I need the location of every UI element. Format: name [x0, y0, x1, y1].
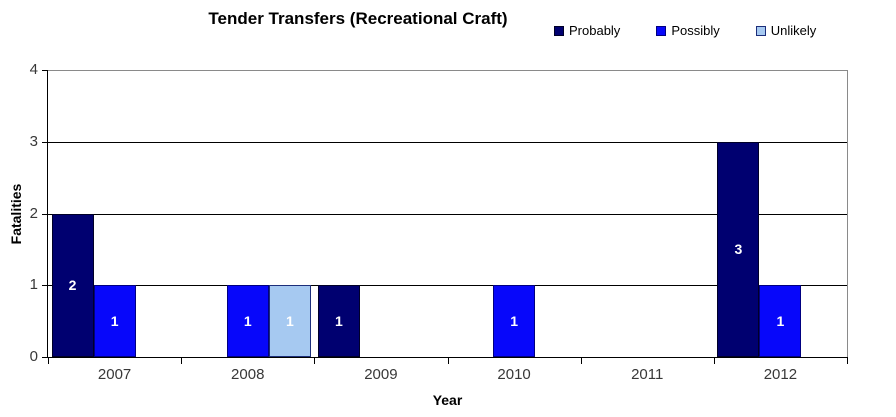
bar-unlikely-2008 [268, 285, 311, 358]
plot-border-right [847, 70, 848, 357]
bar-label-possibly-2007: 1 [110, 312, 119, 329]
y-tick-3 [42, 142, 48, 143]
x-tick-3 [448, 358, 449, 364]
x-tick-label-2010: 2010 [497, 366, 531, 383]
legend-item-possibly: Possibly [656, 23, 720, 38]
y-tick-label-2: 2 [29, 205, 38, 222]
legend-item-probably: Probably [554, 23, 620, 38]
legend-item-unlikely: Unlikely [755, 23, 817, 38]
gridline-y2 [48, 214, 847, 215]
y-tick-label-4: 4 [29, 61, 38, 78]
legend-swatch-possibly [656, 25, 667, 36]
x-tick-label-2011: 2011 [631, 366, 664, 383]
legend-swatch-probably [554, 25, 564, 36]
bar-possibly-2012 [759, 285, 802, 358]
x-tick-label-2007: 2007 [97, 366, 132, 383]
y-tick-label-1: 1 [29, 276, 38, 293]
plot-border-top [48, 70, 847, 71]
y-tick-label-3: 3 [29, 133, 38, 150]
x-tick-1 [181, 358, 182, 364]
y-tick-2 [42, 214, 48, 215]
x-tick-5 [714, 358, 715, 364]
x-axis-line [47, 357, 848, 358]
legend: Probably Possibly Unlikely [554, 23, 816, 38]
bar-probably-2009 [317, 285, 360, 358]
bar-label-probably-2009: 1 [334, 312, 343, 329]
y-tick-label-0: 0 [29, 348, 38, 365]
legend-label-unlikely: Unlikely [770, 23, 817, 38]
x-tick-label-2009: 2009 [364, 366, 398, 383]
legend-label-probably: Probably [569, 23, 621, 38]
bar-possibly-2008 [226, 285, 269, 358]
y-tick-0 [42, 357, 48, 358]
gridline-y1 [48, 285, 847, 286]
x-tick-4 [581, 358, 582, 364]
legend-swatch-unlikely [755, 25, 766, 36]
x-tick-0 [48, 358, 49, 364]
bar-label-possibly-2008: 1 [243, 312, 252, 329]
x-tick-label-2008: 2008 [231, 366, 265, 383]
legend-label-possibly: Possibly [671, 23, 720, 38]
bar-possibly-2010 [493, 285, 536, 358]
bar-probably-2012 [717, 141, 760, 358]
y-tick-1 [42, 285, 48, 286]
bar-probably-2007 [51, 213, 94, 357]
x-tick-2 [314, 358, 315, 364]
y-tick-4 [42, 70, 48, 71]
bar-label-probably-2012: 3 [734, 240, 743, 257]
x-tick-label-2012: 2012 [763, 366, 798, 383]
gridline-y3 [48, 142, 847, 143]
chart-title: Tender Transfers (Recreational Craft) [208, 9, 508, 28]
bar-label-possibly-2010: 1 [510, 312, 519, 329]
x-axis-title: Year [432, 392, 463, 408]
x-tick-6 [847, 358, 848, 364]
bar-possibly-2007 [93, 285, 136, 358]
bar-label-possibly-2012: 1 [776, 312, 785, 329]
bar-label-probably-2007: 2 [68, 276, 77, 293]
bar-label-unlikely-2008: 1 [285, 312, 294, 329]
